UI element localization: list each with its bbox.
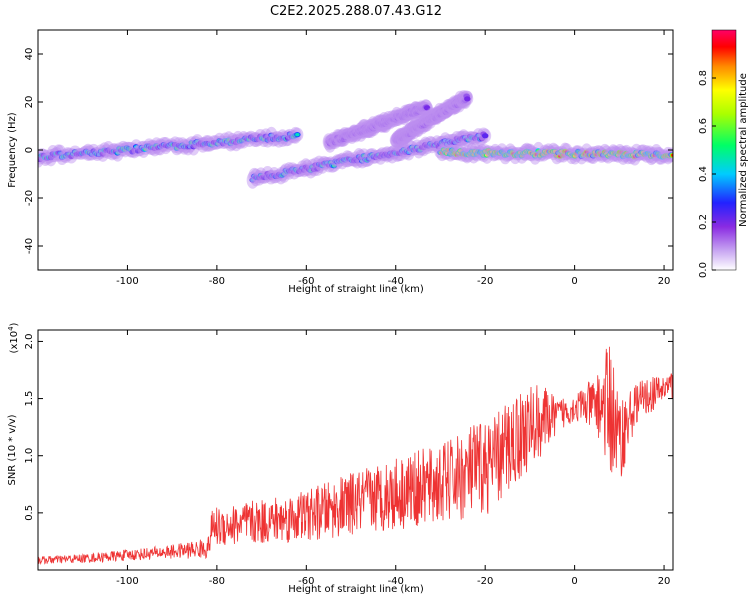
y-tick-label: 2.0: [24, 333, 35, 349]
spectrogram-core: [331, 164, 337, 168]
x-tick-label: -100: [116, 276, 139, 287]
spectrogram-core: [133, 145, 139, 149]
colorbar-label: Normalized spectral amplitude: [738, 73, 749, 227]
y-tick-label: 20: [24, 96, 35, 109]
spectrogram-cell: [190, 144, 197, 150]
y-tick-label: 1.5: [24, 391, 35, 407]
x-tick-label: -100: [116, 576, 139, 587]
y-tick-label: -40: [24, 238, 35, 254]
spectrogram-core: [536, 149, 541, 153]
colorbar-tick-label: 0.4: [698, 166, 709, 182]
x-tick-label: 0: [571, 576, 577, 587]
x-tick-label: 20: [658, 576, 671, 587]
spectrogram-x-label: Height of straight line (km): [288, 284, 424, 295]
spectrogram-core: [115, 151, 120, 155]
x-tick-label: -60: [298, 276, 314, 287]
spectrogram-ridge-1: [246, 127, 492, 189]
snr-y-ticks: 0.5 1.0 1.5 2.0: [24, 333, 673, 521]
colorbar: 0.0 0.2 0.4 0.6 0.8 Normalized spectral ampl…: [698, 29, 749, 278]
spectrogram-core: [449, 148, 455, 152]
snr-series-line: [38, 346, 673, 566]
x-tick-label: 0: [571, 276, 577, 287]
snr-y-multiplier-exp: 4: [7, 326, 15, 331]
spectrogram-y-ticks: -40 -20 0 20 40: [24, 48, 673, 254]
spectrogram-core: [406, 150, 411, 154]
spectrogram-cell: [481, 133, 489, 139]
snr-y-label: SNR (10 * v/v): [7, 414, 18, 485]
y-tick-label: 0: [24, 147, 35, 153]
spectrogram-heatmap: [38, 90, 673, 189]
spectrogram-x-ticks: -100 -80 -60 -40 -20 0 20: [116, 30, 670, 287]
x-tick-label: -20: [477, 576, 493, 587]
spectrogram-core: [143, 147, 148, 152]
colorbar-ticks: 0.0 0.2 0.4 0.6 0.8: [698, 70, 716, 278]
snr-x-ticks: -100 -80 -60 -40 -20 0 20: [116, 330, 670, 587]
spectrogram-core: [58, 151, 63, 155]
colorbar-tick-label: 0.6: [698, 118, 709, 134]
x-tick-label: -20: [477, 276, 493, 287]
y-tick-label: -20: [24, 190, 35, 206]
spectrogram-core: [295, 133, 300, 137]
x-tick-label: -40: [388, 576, 404, 587]
spectrogram-ridge-2: [434, 141, 673, 166]
spectrogram-cell: [314, 166, 321, 172]
snr-x-label: Height of straight line (km): [288, 584, 424, 595]
spectrogram-cell: [464, 96, 471, 102]
colorbar-tick-label: 0.2: [698, 214, 709, 230]
spectrogram-core: [670, 153, 673, 157]
x-tick-label: -80: [209, 276, 225, 287]
spectrogram-ridge-0: [38, 126, 304, 168]
snr-y-multiplier-base: (x10: [9, 331, 20, 354]
colorbar-gradient: [711, 29, 737, 271]
spectrogram-core: [366, 157, 372, 161]
spectrogram-core: [476, 133, 481, 138]
colorbar-tick-label: 0.8: [698, 70, 709, 86]
x-tick-label: -40: [388, 276, 404, 287]
spectrogram-core: [361, 154, 367, 158]
y-tick-label: 1.0: [24, 448, 35, 464]
spectrogram-ridge-3: [322, 99, 434, 153]
spectrogram-core: [561, 153, 566, 157]
spectrogram-panel: -100 -80 -60 -40 -20 0 20 -40 -20 0 20 40 Height o…: [7, 29, 674, 295]
y-tick-label: 40: [24, 48, 35, 61]
spectrogram-y-label: Frequency (Hz): [7, 112, 18, 188]
x-tick-label: -60: [298, 576, 314, 587]
figure-title: C2E2.2025.288.07.43.G12: [270, 4, 442, 19]
x-tick-label: -80: [209, 576, 225, 587]
spectrogram-cell: [38, 156, 44, 163]
colorbar-tick-label: 0.0: [698, 262, 709, 278]
y-tick-label: 0.5: [24, 505, 35, 521]
spectrogram-ridge-4: [389, 90, 474, 148]
x-tick-label: 20: [658, 276, 671, 287]
snr-panel: -100 -80 -60 -40 -20 0 20 0.5 1.0 1.5 2.0 Height …: [7, 322, 674, 595]
snr-frame: [37, 329, 674, 571]
spectrogram-cell: [423, 105, 431, 111]
snr-y-multiplier: (x104): [7, 322, 20, 353]
spectrogram-core: [269, 133, 274, 137]
